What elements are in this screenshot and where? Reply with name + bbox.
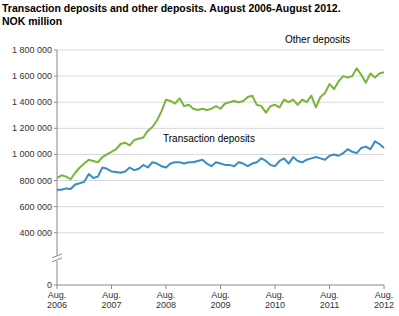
x-tick [384, 285, 385, 289]
y-tick-label: 1 200 000 [12, 123, 52, 133]
x-tick-label: Aug.2012 [374, 290, 394, 310]
x-tick-label: Aug.2007 [101, 290, 121, 310]
x-tick-label-line: 2009 [210, 300, 230, 310]
y-tick-label: 1 600 000 [12, 71, 52, 81]
y-tick-label: 0 [47, 280, 52, 290]
y-tick-label: 1 800 000 [12, 45, 52, 55]
x-tick-label-line: Aug. [157, 290, 176, 300]
y-axis [57, 50, 58, 285]
x-tick-label: Aug.2011 [320, 290, 339, 310]
grid-line [57, 128, 384, 129]
y-tick-label: 600 000 [19, 202, 52, 212]
x-tick-label-line: 2010 [265, 300, 285, 310]
series-label: Other deposits [285, 34, 350, 45]
axis-break [52, 256, 62, 261]
x-tick-label: Aug.2006 [47, 290, 67, 310]
x-tick-label-line: 2006 [47, 300, 67, 310]
title: Transaction deposits and other deposits.… [2, 2, 341, 14]
x-tick [329, 285, 330, 289]
y-tick-label: 800 000 [19, 176, 52, 186]
x-tick-label-line: 2007 [101, 300, 121, 310]
x-tick [57, 285, 58, 289]
x-tick [166, 285, 167, 289]
grid-line [57, 206, 384, 207]
x-tick-label-line: 2012 [374, 300, 394, 310]
x-tick-label-line: Aug. [48, 290, 67, 300]
grid-line [57, 180, 384, 181]
y-tick-label: 1 000 000 [12, 149, 52, 159]
x-tick-label: Aug.2009 [210, 290, 230, 310]
x-tick-label: Aug.2010 [265, 290, 285, 310]
subtitle: NOK million [2, 15, 62, 27]
series-label: Transaction deposits [163, 133, 255, 144]
x-tick-label-line: Aug. [211, 290, 230, 300]
axis-break [52, 258, 62, 262]
x-tick-label-line: 2008 [156, 300, 176, 310]
x-tick-label: Aug.2008 [156, 290, 176, 310]
x-tick-label-line: 2011 [320, 300, 339, 310]
y-tick-label: 400 000 [19, 228, 52, 238]
plot-area [57, 68, 384, 189]
x-tick-label-line: Aug. [375, 290, 394, 300]
x-tick [275, 285, 276, 289]
x-tick-label-line: Aug. [320, 290, 339, 300]
x-tick [220, 285, 221, 289]
grid-line [57, 232, 384, 233]
grid-line [57, 76, 384, 77]
x-tick-label-line: Aug. [102, 290, 121, 300]
chart: Transaction deposits and other deposits.… [0, 0, 399, 316]
series-line [57, 141, 384, 189]
x-tick [111, 285, 112, 289]
x-tick-label-line: Aug. [266, 290, 285, 300]
grid-line [57, 50, 384, 51]
grid-line [57, 102, 384, 103]
y-tick-label: 1 400 000 [12, 97, 52, 107]
axis-break [52, 254, 62, 258]
